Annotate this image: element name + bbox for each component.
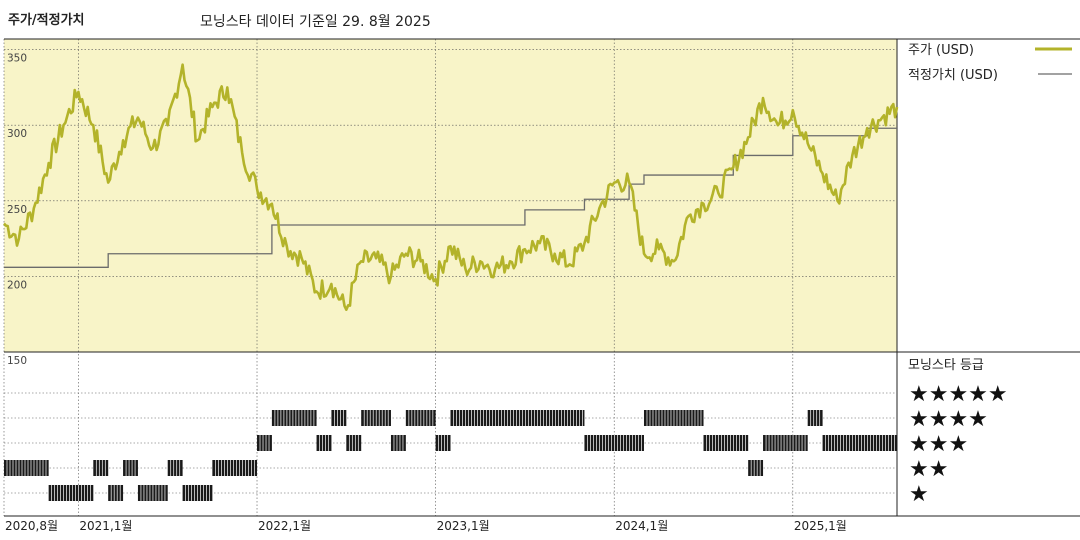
- rating-segment-bar: [450, 410, 585, 426]
- rating-segment: [405, 410, 436, 426]
- grid-lines: [3, 39, 897, 516]
- fair-value-line: [4, 127, 897, 268]
- rating-segment-bar: [346, 435, 362, 451]
- rating-segment: [93, 460, 109, 476]
- rating-segment-bar: [48, 485, 94, 501]
- rating-segment-bar: [108, 485, 124, 501]
- rating-segment: [703, 435, 749, 451]
- rating-segment: [763, 435, 808, 451]
- x-tick-label: 2025,1월: [794, 519, 847, 533]
- chart-title: 주가/적정가치: [8, 13, 85, 28]
- y-tick-label: 200: [7, 279, 27, 291]
- x-tick-labels: 2020,8월 2021,1월 2022,1월 2023,1월 2024,1월 2025,…: [5, 519, 847, 533]
- y-tick-label: 150: [7, 355, 27, 367]
- rating-segment: [212, 460, 258, 476]
- legend-price-label: 주가 (USD): [908, 43, 974, 58]
- rating-segment-bar: [4, 460, 49, 476]
- star-legend-row: ★★★★★: [909, 382, 1008, 407]
- rating-segment-bar: [822, 435, 897, 451]
- star-legend-row: ★★★: [909, 432, 968, 457]
- rating-segment: [390, 435, 406, 451]
- rating-segment: [137, 485, 168, 501]
- chart-subtitle: 모닝스타 데이터 기준일 29. 8월 2025: [200, 14, 431, 30]
- rating-segment-bar: [390, 435, 406, 451]
- star-legend-row: ★★★★: [909, 407, 988, 432]
- rating-segment: [435, 435, 451, 451]
- rating-segment: [182, 485, 213, 501]
- x-tick-label: 2024,1월: [615, 519, 668, 533]
- star-legend-row: ★: [909, 482, 929, 507]
- price-plot-background: [4, 39, 897, 352]
- x-tick-label: 2020,8월: [5, 519, 58, 533]
- rating-segment-bar: [167, 460, 183, 476]
- star-rating-legend: ★★★★★★★★★★★★★★★: [909, 382, 1008, 507]
- rating-segment: [584, 435, 644, 451]
- rating-segment: [4, 460, 49, 476]
- y-tick-labels: 350 300 250 200 150: [7, 53, 27, 367]
- rating-segment: [48, 485, 94, 501]
- rating-segment: [331, 410, 347, 426]
- rating-segment: [108, 485, 124, 501]
- rating-segment-bar: [807, 410, 823, 426]
- rating-segment-bar: [316, 435, 332, 451]
- rating-segment-bar: [763, 435, 808, 451]
- rating-segment: [361, 410, 391, 426]
- rating-segment: [822, 435, 897, 451]
- rating-segment-bar: [748, 460, 764, 476]
- rating-segment: [748, 460, 764, 476]
- rating-segment: [167, 460, 183, 476]
- rating-segment-bar: [123, 460, 138, 476]
- legend-rating-title: 모닝스타 등급: [908, 358, 984, 373]
- rating-segment-bar: [331, 410, 347, 426]
- x-tick-label: 2022,1월: [258, 519, 311, 533]
- rating-segment: [123, 460, 138, 476]
- axes: [4, 38, 1080, 517]
- x-tick-label: 2021,1월: [79, 519, 132, 533]
- rating-segment: [807, 410, 823, 426]
- rating-segment-bar: [271, 410, 317, 426]
- rating-segment: [643, 410, 704, 426]
- rating-segment: [271, 410, 317, 426]
- y-tick-label: 300: [7, 128, 27, 140]
- star-legend-row: ★★: [909, 457, 948, 482]
- rating-segment: [450, 410, 585, 426]
- rating-segment: [316, 435, 332, 451]
- rating-bars: [4, 410, 897, 501]
- rating-segment-bar: [703, 435, 749, 451]
- rating-segment-bar: [435, 435, 451, 451]
- legend-fair-value-label: 적정가치 (USD): [908, 68, 998, 83]
- y-tick-label: 250: [7, 204, 27, 216]
- price-line: [3, 63, 899, 311]
- rating-segment: [257, 435, 272, 451]
- rating-segment-bar: [93, 460, 109, 476]
- rating-segment-bar: [212, 460, 258, 476]
- rating-segment-bar: [257, 435, 272, 451]
- y-tick-label: 350: [7, 53, 27, 65]
- rating-segment: [346, 435, 362, 451]
- x-tick-label: 2023,1월: [437, 519, 490, 533]
